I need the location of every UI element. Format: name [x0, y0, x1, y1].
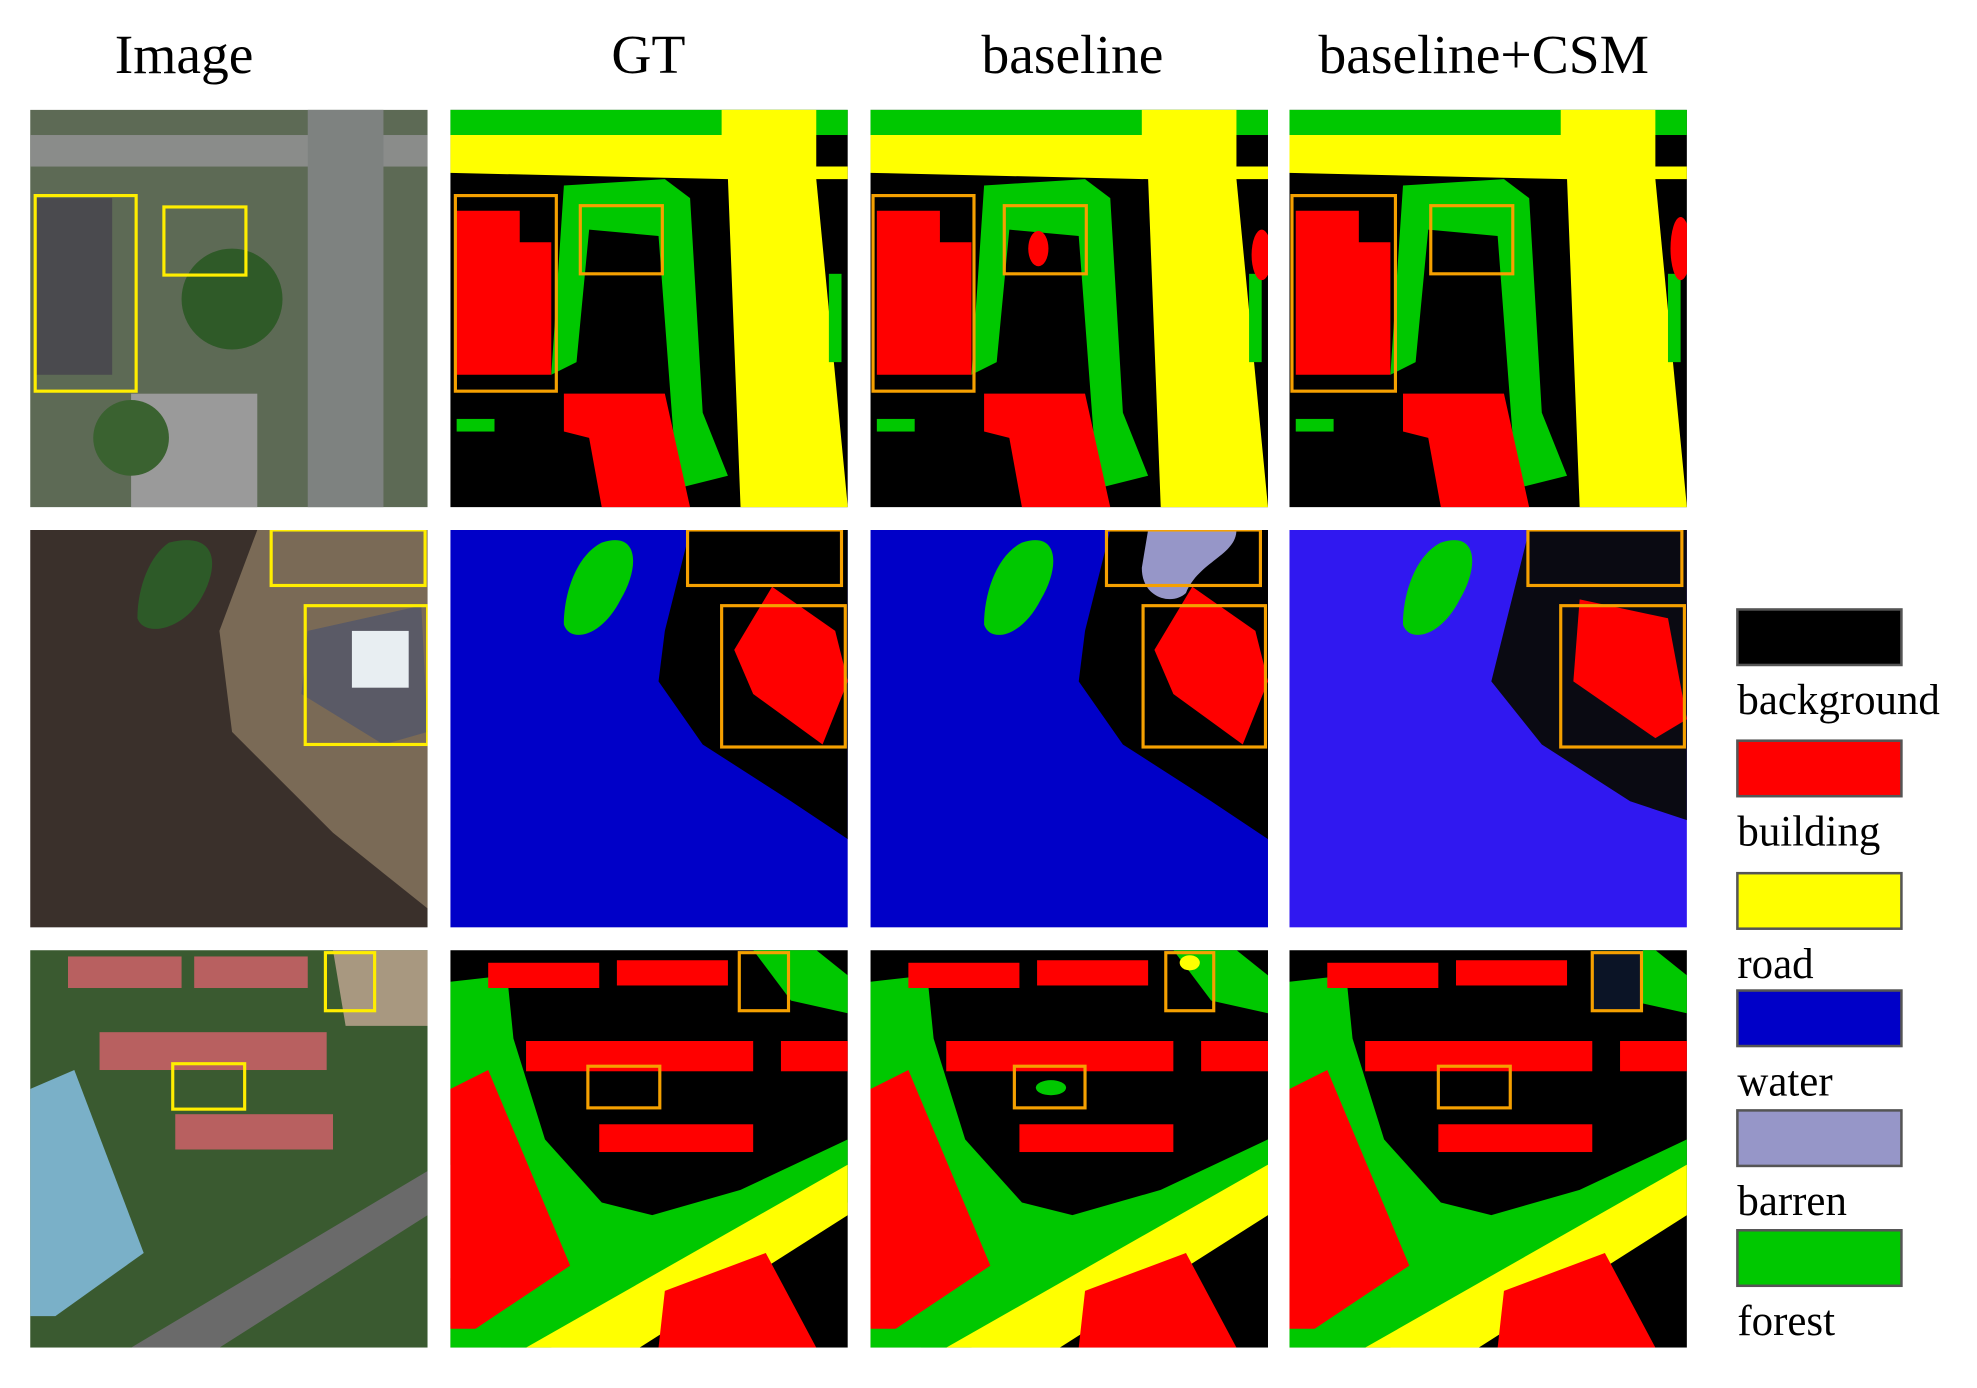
- legend-swatch: [1736, 989, 1903, 1048]
- column-header: baseline+CSM: [1319, 25, 1649, 86]
- legend-label: building: [1737, 808, 1880, 855]
- legend-label: forest: [1737, 1298, 1835, 1345]
- photo: [30, 529, 428, 928]
- column-header: GT: [611, 25, 685, 86]
- legend: background building road water barren forest: [1736, 608, 1940, 1345]
- photo: [30, 109, 428, 508]
- legend-label: road: [1737, 941, 1813, 988]
- legend-swatch: [1736, 608, 1903, 667]
- baseline-map: [870, 109, 1268, 508]
- gt-map: [450, 529, 848, 928]
- csm-map: [1289, 950, 1687, 1348]
- legend-swatch: [1736, 1109, 1903, 1168]
- legend-swatch: [1736, 739, 1903, 798]
- legend-label: water: [1737, 1058, 1832, 1105]
- legend-swatch: [1736, 871, 1903, 930]
- legend-label: barren: [1737, 1178, 1847, 1225]
- photo: [30, 950, 428, 1348]
- legend-swatch: [1736, 1229, 1903, 1288]
- baseline-map: [870, 529, 1268, 928]
- gt-map: [450, 950, 848, 1348]
- gt-map: [450, 109, 848, 508]
- column-header: baseline: [981, 25, 1163, 86]
- column-header: Image: [115, 25, 254, 86]
- csm-map: [1289, 109, 1687, 508]
- csm-map: [1289, 529, 1687, 928]
- baseline-map: [870, 950, 1268, 1348]
- legend-label: background: [1737, 677, 1939, 724]
